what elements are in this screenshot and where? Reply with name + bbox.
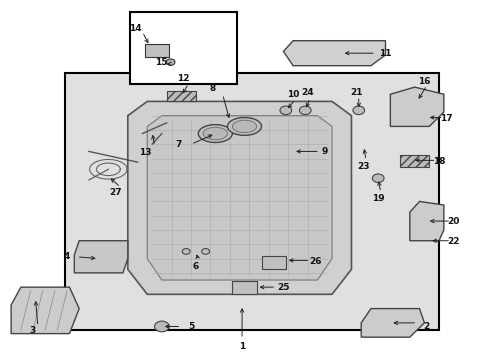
Ellipse shape <box>227 117 261 135</box>
Bar <box>64 73 438 330</box>
Circle shape <box>154 321 169 332</box>
Text: 14: 14 <box>128 24 141 33</box>
Circle shape <box>201 249 209 254</box>
Circle shape <box>182 249 190 254</box>
Polygon shape <box>11 287 79 334</box>
Text: 24: 24 <box>301 88 313 97</box>
Text: 25: 25 <box>277 283 289 292</box>
Text: 4: 4 <box>64 252 70 261</box>
Text: 11: 11 <box>379 49 391 58</box>
Text: 1: 1 <box>239 342 244 351</box>
Bar <box>232 281 256 294</box>
Text: 8: 8 <box>209 84 216 93</box>
Polygon shape <box>147 116 331 280</box>
Bar <box>166 91 196 102</box>
Polygon shape <box>127 102 351 294</box>
Text: 9: 9 <box>321 147 327 156</box>
Polygon shape <box>74 241 127 273</box>
Circle shape <box>166 59 175 65</box>
Bar <box>144 44 169 57</box>
Circle shape <box>352 106 364 114</box>
Ellipse shape <box>232 120 256 133</box>
Text: 21: 21 <box>349 88 362 97</box>
Polygon shape <box>361 309 424 337</box>
Text: 2: 2 <box>423 322 429 331</box>
Text: 10: 10 <box>286 90 299 99</box>
Polygon shape <box>409 202 443 241</box>
Ellipse shape <box>198 125 232 143</box>
Text: 19: 19 <box>371 194 384 203</box>
Bar <box>261 256 285 269</box>
Text: 23: 23 <box>357 162 369 171</box>
Text: 17: 17 <box>439 114 452 123</box>
Circle shape <box>280 106 291 114</box>
Text: 7: 7 <box>175 140 182 149</box>
Ellipse shape <box>203 127 227 140</box>
Polygon shape <box>389 87 443 126</box>
Text: 22: 22 <box>447 237 459 246</box>
Text: 6: 6 <box>192 262 199 271</box>
Text: 15: 15 <box>154 58 167 67</box>
Text: 18: 18 <box>432 157 445 166</box>
Text: 27: 27 <box>109 188 122 197</box>
Text: 12: 12 <box>177 74 189 83</box>
Text: 26: 26 <box>308 257 321 266</box>
Bar <box>399 155 428 167</box>
Polygon shape <box>283 41 385 66</box>
Text: 5: 5 <box>187 322 194 331</box>
Text: 3: 3 <box>30 325 36 334</box>
Circle shape <box>299 106 310 114</box>
Bar <box>130 12 237 84</box>
Text: 16: 16 <box>417 77 430 86</box>
Text: 20: 20 <box>447 217 459 226</box>
Circle shape <box>372 174 383 183</box>
Text: 13: 13 <box>138 148 151 157</box>
